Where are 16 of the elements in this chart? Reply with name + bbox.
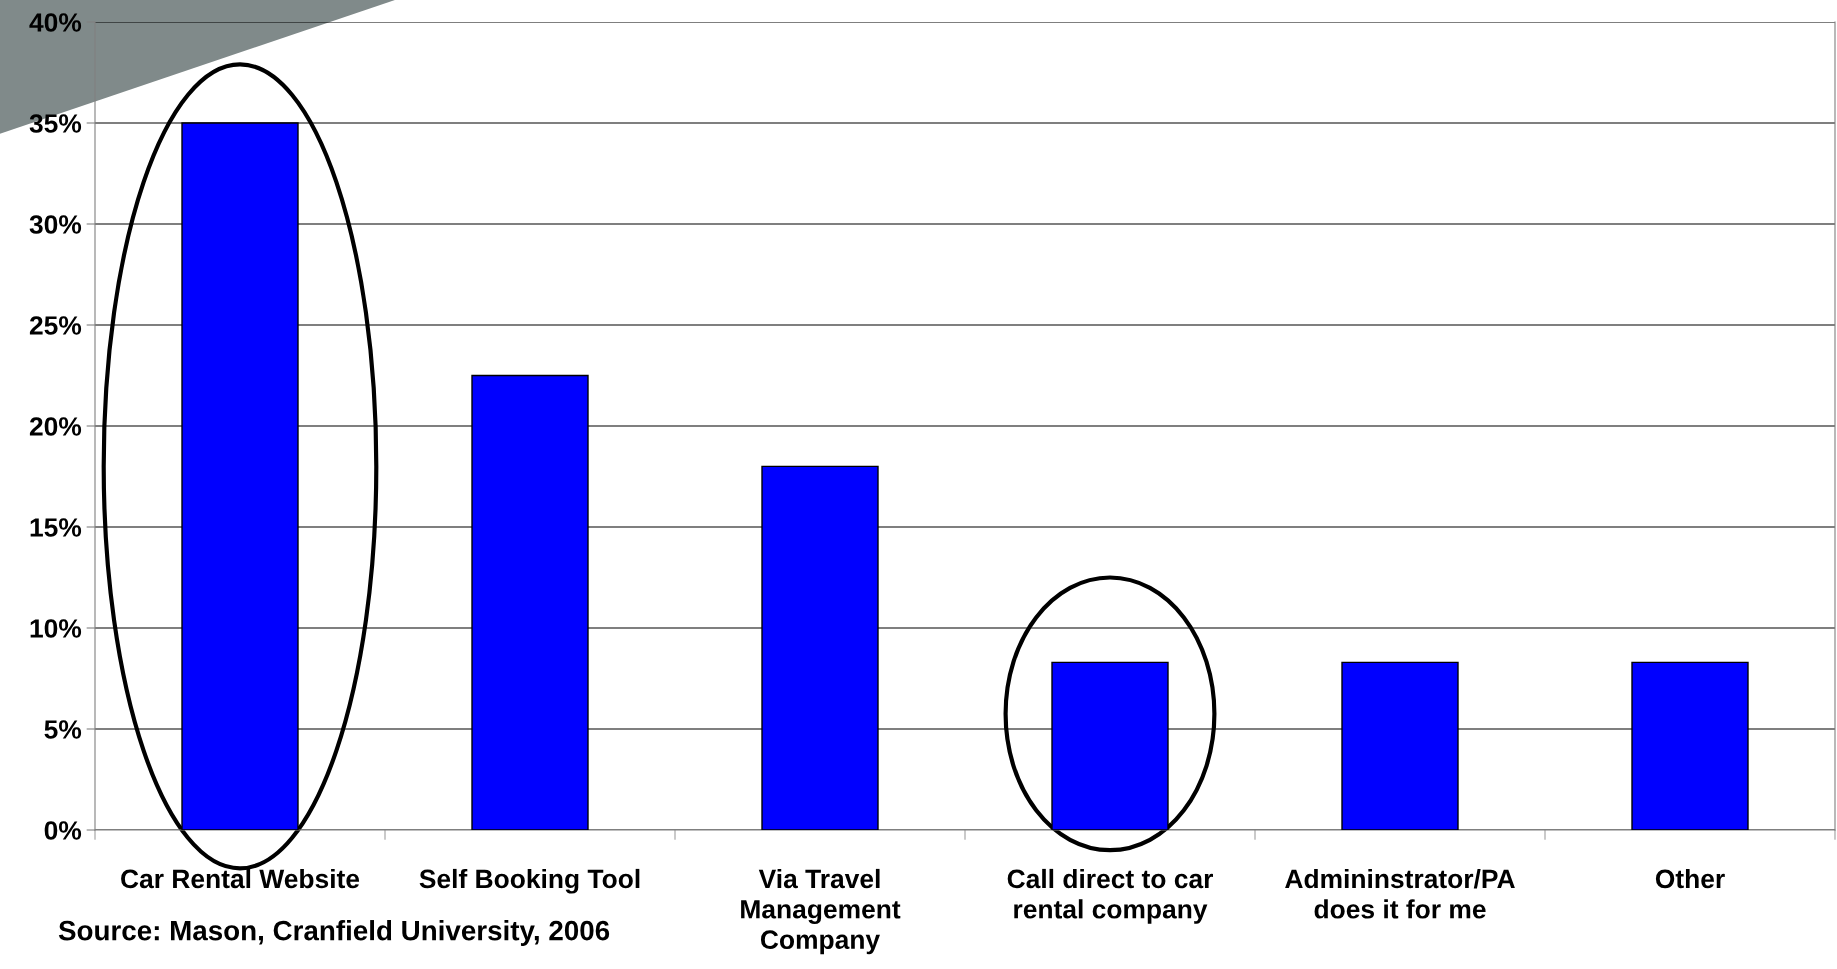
- x-tick-label: Self Booking Tool: [419, 868, 640, 894]
- y-tick-label: 25%: [29, 316, 82, 335]
- x-tick-label: Other: [1655, 868, 1725, 889]
- y-tick-label: 20%: [29, 417, 82, 436]
- y-tick-label: 10%: [30, 619, 82, 638]
- y-tick-label: 0%: [44, 821, 82, 840]
- x-tick-label: Via Travel Management Company: [741, 868, 901, 955]
- x-tick-label: Car Rental Website: [121, 868, 360, 889]
- x-tick-label: Admininstrator/PA does it for me: [1285, 868, 1515, 919]
- source-note: Source: Mason, Cranfield University, 2006: [58, 920, 610, 946]
- y-tick-label: 40%: [29, 13, 82, 32]
- y-tick-label: 5%: [44, 720, 82, 739]
- y-tick-label: 15%: [30, 518, 82, 537]
- y-tick-label: 30%: [29, 215, 82, 234]
- y-tick-label: 35%: [29, 114, 82, 133]
- x-tick-label: Call direct to car rental company: [1007, 868, 1213, 924]
